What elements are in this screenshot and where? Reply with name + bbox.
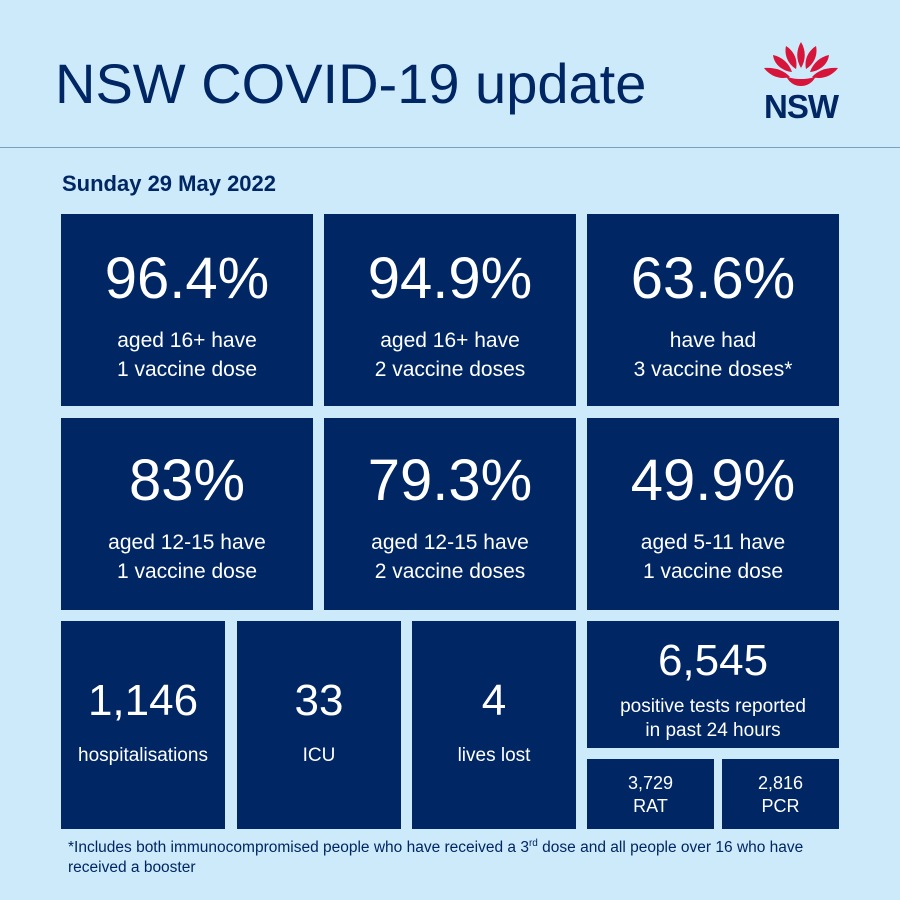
stat-value: 83% bbox=[128, 448, 246, 513]
stat-label: hospitalisations bbox=[78, 745, 208, 766]
logo-text: NSW bbox=[764, 88, 839, 125]
tile-icu: 33 ICU bbox=[237, 621, 401, 829]
tile-hospitalisations: 1,146 hospitalisations bbox=[61, 621, 225, 829]
page-title: NSW COVID-19 update bbox=[55, 52, 647, 115]
stat-label: 2 vaccine doses bbox=[374, 358, 526, 381]
footnote-superscript: rd bbox=[528, 838, 538, 849]
stat-value: 79.3% bbox=[367, 448, 533, 513]
stat-value: 3,729 bbox=[627, 773, 674, 793]
tile-pcr: 2,816 PCR bbox=[722, 759, 839, 829]
stat-label: lives lost bbox=[457, 745, 531, 766]
stat-value: 2,816 bbox=[757, 773, 804, 793]
stat-label: aged 12-15 have bbox=[108, 531, 266, 554]
stat-label: in past 24 hours bbox=[645, 720, 781, 741]
stat-label: positive tests reported bbox=[620, 696, 806, 717]
stat-label: RAT bbox=[633, 796, 668, 816]
waratah-flower-icon bbox=[764, 42, 838, 86]
footnote: *Includes both immunocompromised people … bbox=[68, 838, 858, 878]
tile-vax-5-11-dose1: 49.9% aged 5-11 have 1 vaccine dose bbox=[587, 418, 839, 610]
stat-value: 4 bbox=[481, 676, 507, 725]
stat-value: 33 bbox=[294, 676, 344, 725]
stat-value: 94.9% bbox=[367, 246, 533, 311]
stat-label: 3 vaccine doses* bbox=[633, 358, 793, 381]
stat-value: 1,146 bbox=[87, 676, 199, 725]
tile-positive-tests: 6,545 positive tests reported in past 24… bbox=[587, 621, 839, 748]
stat-label: aged 16+ have bbox=[380, 329, 520, 352]
footnote-text: *Includes both immunocompromised people … bbox=[68, 839, 529, 856]
tile-vax-16-dose1: 96.4% aged 16+ have 1 vaccine dose bbox=[61, 214, 313, 406]
stat-label: PCR bbox=[761, 796, 800, 816]
tile-lives-lost: 4 lives lost bbox=[412, 621, 576, 829]
report-date: Sunday 29 May 2022 bbox=[62, 171, 277, 196]
tile-vax-12-15-dose2: 79.3% aged 12-15 have 2 vaccine doses bbox=[324, 418, 576, 610]
tile-vax-dose3: 63.6% have had 3 vaccine doses* bbox=[587, 214, 839, 406]
tile-rat: 3,729 RAT bbox=[587, 759, 714, 829]
stat-value: 63.6% bbox=[630, 246, 796, 311]
stat-label: aged 16+ have bbox=[117, 329, 257, 352]
tile-vax-12-15-dose1: 83% aged 12-15 have 1 vaccine dose bbox=[61, 418, 313, 610]
stat-label: 2 vaccine doses bbox=[374, 560, 526, 583]
stat-label: 1 vaccine dose bbox=[642, 560, 784, 583]
tile-vax-16-dose2: 94.9% aged 16+ have 2 vaccine doses bbox=[324, 214, 576, 406]
footnote-text-end: dose and all people over 16 who have rec… bbox=[68, 839, 804, 876]
stat-label: 1 vaccine dose bbox=[116, 358, 258, 381]
stat-label: ICU bbox=[302, 745, 336, 766]
stat-label: have had bbox=[669, 329, 757, 352]
header: NSW COVID-19 update NSW bbox=[0, 0, 900, 148]
stat-value: 96.4% bbox=[104, 246, 270, 311]
stat-value: 6,545 bbox=[657, 636, 769, 685]
nsw-logo: NSW bbox=[758, 40, 844, 124]
stat-label: aged 12-15 have bbox=[371, 531, 529, 554]
stat-label: 1 vaccine dose bbox=[116, 560, 258, 583]
stat-label: aged 5-11 have bbox=[640, 531, 786, 554]
stat-value: 49.9% bbox=[630, 448, 796, 513]
